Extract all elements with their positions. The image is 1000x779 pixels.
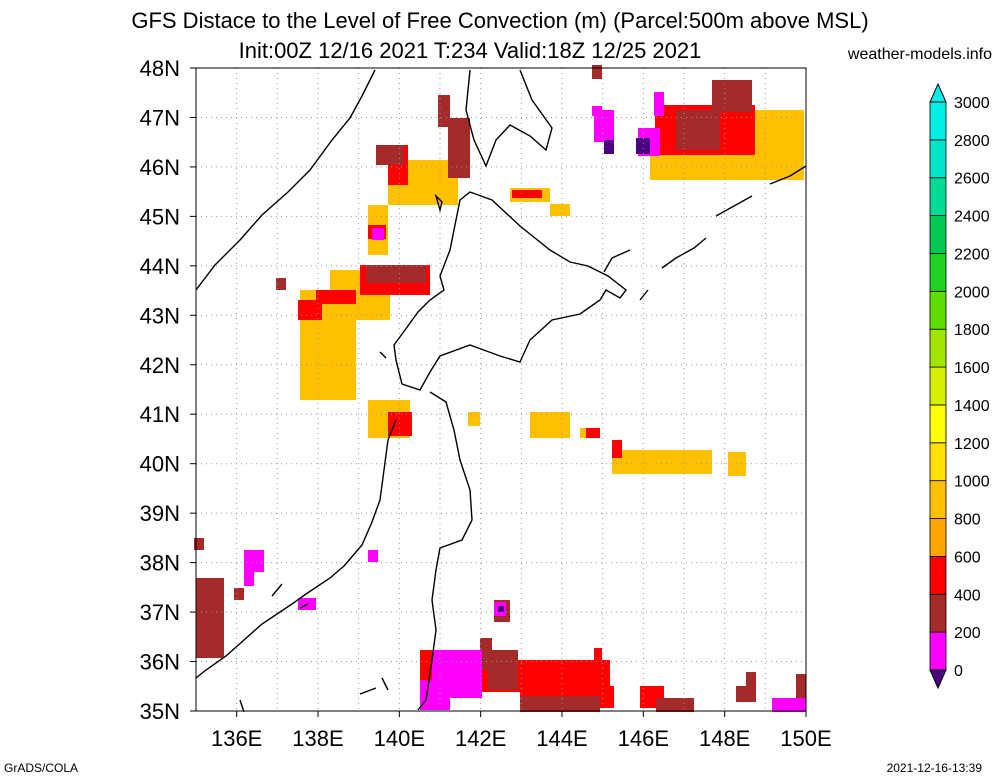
colorbar-label: 1800	[954, 322, 990, 339]
lat-label: 45N	[140, 204, 180, 229]
lat-label: 37N	[140, 600, 180, 625]
lat-label: 43N	[140, 303, 180, 328]
colorbar-swatch	[929, 593, 947, 633]
colorbar-label: 2000	[954, 284, 990, 301]
colorbar-label: 1200	[954, 436, 990, 453]
lon-label: 148E	[699, 726, 750, 751]
lon-label: 140E	[374, 726, 425, 751]
colorbar-label: 1400	[954, 398, 990, 415]
colorbar-label: 400	[954, 587, 981, 604]
lon-label: 150E	[780, 726, 831, 751]
lat-label: 42N	[140, 353, 180, 378]
map-frame	[195, 67, 807, 712]
lat-label: 39N	[140, 501, 180, 526]
lon-label: 136E	[211, 726, 262, 751]
colorbar-swatch	[929, 366, 947, 406]
colorbar-label: 2600	[954, 171, 990, 188]
colorbar-swatch	[929, 404, 947, 444]
colorbar-label: 2200	[954, 246, 990, 263]
colorbar-swatch	[929, 556, 947, 595]
lat-label: 36N	[140, 650, 180, 675]
colorbar-label: 1600	[954, 360, 990, 377]
colorbar	[929, 82, 947, 690]
lon-label: 144E	[536, 726, 587, 751]
lat-label: 47N	[140, 105, 180, 130]
lat-label: 40N	[140, 452, 180, 477]
colorbar-label: 600	[954, 549, 981, 566]
lat-label: 35N	[140, 699, 180, 724]
coastline	[195, 69, 807, 713]
lon-label: 142E	[455, 726, 506, 751]
colorbar-label: 200	[954, 625, 981, 642]
lat-label: 48N	[140, 56, 180, 81]
colorbar-label: 2400	[954, 209, 990, 226]
footer-timestamp: 2021-12-16-13:39	[886, 761, 982, 775]
colorbar-swatch	[929, 480, 947, 519]
lat-label: 41N	[140, 402, 180, 427]
lfc-shaded-field	[194, 65, 806, 712]
colorbar-swatch	[929, 518, 947, 557]
colorbar-swatch	[929, 101, 947, 141]
colorbar-max-arrow	[929, 82, 947, 103]
colorbar-swatch	[929, 631, 947, 671]
lon-label: 138E	[292, 726, 343, 751]
colorbar-swatch	[929, 442, 947, 482]
colorbar-min-arrow	[929, 669, 947, 690]
lon-label: 146E	[618, 726, 669, 751]
colorbar-label: 800	[954, 512, 981, 529]
longitude-labels: 136E 138E 140E 142E 144E 146E 148E 150E	[211, 711, 832, 751]
colorbar-label: 2800	[954, 133, 990, 150]
colorbar-swatch	[929, 215, 947, 254]
lat-label: 44N	[140, 254, 180, 279]
footer-credit: GrADS/COLA	[4, 761, 79, 775]
site-label: weather-models.info	[847, 46, 992, 63]
colorbar-labels: 0 200 400 600 800 1000 1200 1400 1600 1800 2000 220…	[954, 95, 990, 680]
map-title-line1: GFS Distace to the Level of Free Convect…	[131, 8, 869, 33]
colorbar-swatch	[929, 253, 947, 292]
lat-label: 38N	[140, 551, 180, 576]
colorbar-label: 0	[954, 663, 963, 680]
lat-label: 46N	[140, 155, 180, 180]
colorbar-swatch	[929, 290, 947, 330]
colorbar-label: 1000	[954, 474, 990, 491]
latitude-labels: 35N 36N 37N 38N 39N 40N 41N 42N 43N 44N 45N 46N 47N 4…	[140, 56, 196, 724]
colorbar-swatch	[929, 139, 947, 179]
map-title-line2: Init:00Z 12/16 2021 T:234 Valid:18Z 12/2…	[238, 38, 702, 63]
colorbar-swatch	[929, 328, 947, 368]
colorbar-label: 3000	[954, 95, 990, 112]
lat-lon-grid	[196, 68, 806, 711]
colorbar-swatch	[929, 177, 947, 217]
